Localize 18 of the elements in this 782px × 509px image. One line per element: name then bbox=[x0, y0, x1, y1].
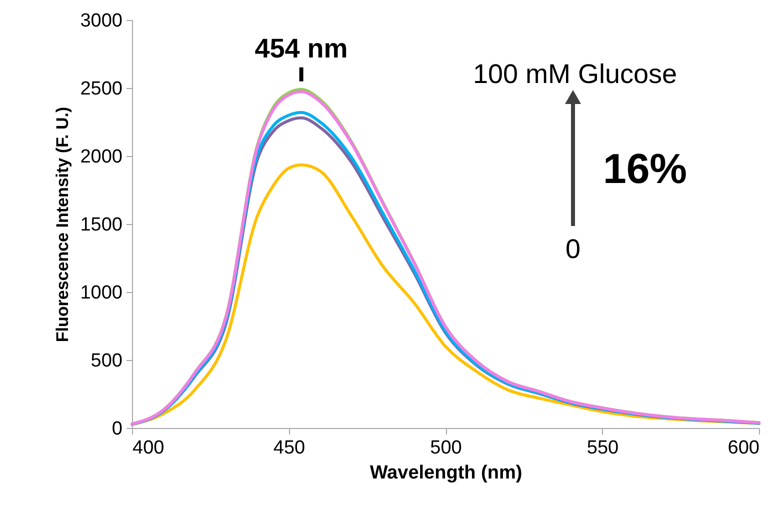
y-tick-label: 3000 bbox=[80, 10, 122, 32]
annotation: 16% bbox=[602, 145, 688, 192]
x-tick-label: 550 bbox=[586, 438, 619, 458]
x-tick-label: 400 bbox=[132, 438, 164, 458]
annotation: 100 mM Glucose bbox=[472, 59, 678, 89]
annotation: 454 nm bbox=[254, 33, 348, 64]
annotation: 0 bbox=[565, 234, 581, 264]
x-tick-label: 500 bbox=[430, 438, 462, 458]
y-tick-label: 2000 bbox=[80, 146, 122, 168]
y-tick-label: 0 bbox=[112, 418, 122, 440]
y-tick-label: 1000 bbox=[80, 282, 122, 304]
y-tick-label: 1500 bbox=[80, 214, 122, 236]
x-tick-label: 600 bbox=[728, 438, 760, 458]
y-axis-title: Fluorescence Intensity (F. U.) bbox=[53, 106, 72, 342]
x-tick-label: 450 bbox=[273, 438, 306, 458]
y-tick-label: 500 bbox=[90, 350, 122, 372]
x-axis-title: Wavelength (nm) bbox=[370, 462, 522, 484]
y-tick-label: 2500 bbox=[80, 78, 122, 100]
